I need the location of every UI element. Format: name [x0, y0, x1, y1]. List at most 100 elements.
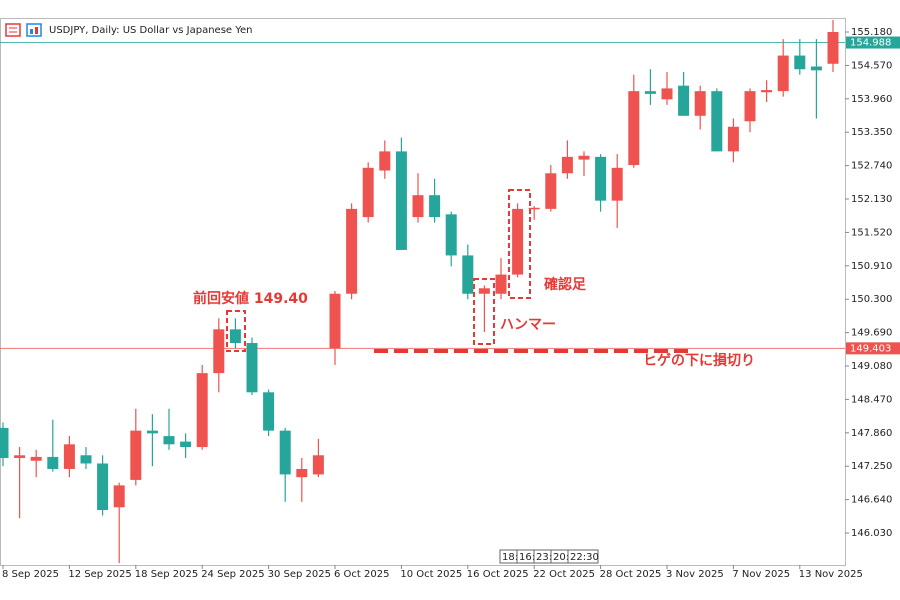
plot-frame — [0, 18, 846, 566]
candle-body — [545, 173, 557, 209]
candle-body — [611, 167, 623, 201]
candle-body — [196, 373, 208, 448]
x-tick-label: 6 Oct 2025 — [334, 569, 389, 580]
time-box — [567, 549, 599, 564]
candle-body — [412, 195, 424, 218]
price-label: 154.988 — [850, 38, 891, 49]
time-box-label: 20: — [553, 552, 569, 563]
candle-body — [462, 255, 474, 294]
y-tick-label: 155.180 — [851, 27, 892, 38]
candle-body — [296, 468, 308, 478]
y-tick-label: 153.960 — [851, 94, 892, 105]
y-tick-label: 149.080 — [851, 361, 892, 372]
candle-body — [445, 214, 457, 256]
candle-body — [80, 455, 92, 464]
x-tick-label: 3 Nov 2025 — [666, 569, 724, 580]
candle-body — [0, 427, 9, 459]
y-tick-label: 152.740 — [851, 161, 892, 172]
candle-body — [47, 456, 59, 469]
candle-body — [628, 91, 640, 166]
price-label-box — [846, 342, 900, 355]
y-tick-label: 148.470 — [851, 394, 892, 405]
y-tick-label: 154.570 — [851, 60, 892, 71]
x-tick-label: 22 Oct 2025 — [533, 569, 595, 580]
y-tick-label: 146.030 — [851, 528, 892, 539]
candle-body — [279, 430, 291, 475]
candle-body — [329, 293, 341, 349]
candle-body — [528, 207, 540, 210]
candle-body — [495, 274, 507, 294]
candle-body — [761, 90, 773, 93]
annotation: ハンマー — [500, 317, 556, 333]
candle-body — [97, 463, 109, 511]
time-box-label: 18: — [502, 552, 518, 563]
x-tick-label: 30 Sep 2025 — [268, 569, 331, 580]
y-tick-label: 151.520 — [851, 227, 892, 238]
y-tick-label: 149.690 — [851, 328, 892, 339]
candle-body — [113, 485, 125, 508]
y-tick-label: 147.860 — [851, 428, 892, 439]
header-icons — [5, 23, 42, 37]
time-box-label: 23: — [536, 552, 552, 563]
y-tick-label: 153.350 — [851, 127, 892, 138]
candle-body — [14, 455, 26, 459]
price-label-box — [846, 36, 900, 49]
candle-body — [362, 167, 374, 218]
candle-body — [263, 392, 275, 431]
y-tick-label: 150.300 — [851, 294, 892, 305]
candle-body — [213, 329, 225, 374]
y-tick-label: 152.130 — [851, 194, 892, 205]
x-tick-label: 16 Oct 2025 — [467, 569, 529, 580]
candle-body — [63, 444, 75, 469]
candle-body — [694, 91, 706, 116]
candle-body — [727, 126, 739, 152]
candle-body — [229, 329, 241, 344]
candle-body — [827, 32, 839, 64]
candle-body — [512, 208, 524, 275]
candle-body — [744, 91, 756, 122]
candle-body — [180, 441, 192, 448]
x-tick-label: 8 Sep 2025 — [2, 569, 59, 580]
candle-body — [711, 91, 723, 152]
candle-body — [163, 436, 175, 445]
candle-body — [810, 66, 822, 71]
annotation: 前回安値 149.40 — [193, 290, 308, 307]
price-label: 149.403 — [850, 343, 891, 354]
y-tick-label: 147.250 — [851, 461, 892, 472]
candle-body — [346, 208, 358, 294]
x-tick-label: 10 Oct 2025 — [400, 569, 462, 580]
time-box-label: 22:30 — [570, 552, 599, 563]
x-tick-label: 12 Sep 2025 — [68, 569, 131, 580]
time-box-label: 16: — [519, 552, 535, 563]
y-tick-label: 146.640 — [851, 495, 892, 506]
candle-body — [30, 456, 42, 461]
candle-body — [246, 343, 258, 393]
candle-body — [379, 151, 391, 171]
candle-body — [595, 156, 607, 201]
candle-body — [146, 430, 158, 434]
candle-body — [395, 151, 407, 250]
candle-body — [429, 195, 441, 218]
candle-body — [561, 156, 573, 174]
candle-body — [478, 288, 490, 294]
annotation: ヒゲの下に損切り — [643, 352, 755, 369]
x-tick-label: 18 Sep 2025 — [135, 569, 198, 580]
candle-body — [130, 430, 142, 480]
candle-body — [661, 88, 673, 100]
candle-body — [644, 91, 656, 94]
x-tick-label: 28 Oct 2025 — [600, 569, 662, 580]
x-tick-label: 24 Sep 2025 — [201, 569, 264, 580]
candle-body — [578, 155, 590, 160]
x-tick-label: 13 Nov 2025 — [799, 569, 863, 580]
candle-body — [678, 85, 690, 116]
annotation-boxes — [226, 189, 690, 353]
x-tick-label: 7 Nov 2025 — [732, 569, 790, 580]
candle-body — [794, 55, 806, 70]
y-tick-label: 150.910 — [851, 261, 892, 272]
chart-title: USDJPY, Daily: US Dollar vs Japanese Yen — [49, 25, 253, 36]
annotation: 確認足 — [544, 276, 587, 293]
candle-body — [777, 55, 789, 92]
candle-body — [312, 455, 324, 475]
